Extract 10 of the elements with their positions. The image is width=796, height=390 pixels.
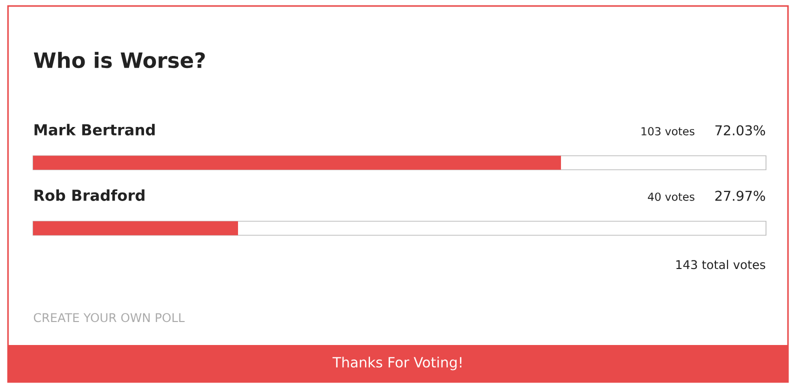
- y-tick-label: Mark Bertrand: [34, 124, 155, 136]
- text: 143 total votes: [676, 260, 766, 270]
- text: CREATE YOUR OWN POLL: [34, 313, 185, 322]
- chart-title: Who is Worse?: [34, 52, 205, 68]
- annotation: 40 votes: [648, 192, 694, 201]
- annotation: 103 votes: [642, 127, 694, 136]
- data-label: 72.03%: [715, 125, 766, 136]
- y-tick-label: Rob Bradford: [34, 189, 144, 201]
- text: Thanks For Voting!: [332, 356, 462, 370]
- data-label: 27.97%: [715, 190, 766, 201]
